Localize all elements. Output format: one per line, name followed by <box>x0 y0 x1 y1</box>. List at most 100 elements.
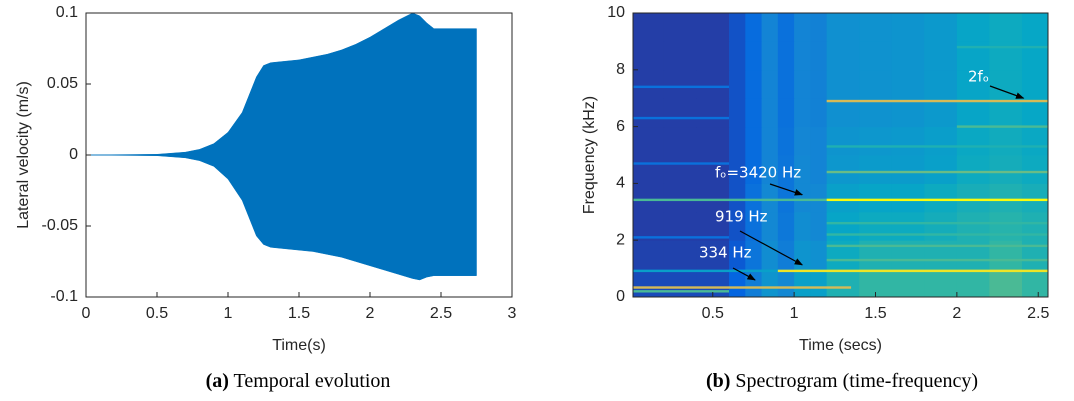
harmonic-line <box>633 116 730 120</box>
heatmap-cell <box>777 268 795 298</box>
heatmap-cell <box>794 240 811 270</box>
heatmap-cell <box>777 98 795 128</box>
y-tick-label: 0 <box>69 146 78 163</box>
annotation-arrow <box>732 267 756 281</box>
harmonic-line <box>777 269 1048 273</box>
heatmap-cell <box>777 41 795 71</box>
annotation-arrow <box>739 230 803 266</box>
harmonic-line <box>826 170 1048 174</box>
heatmap-cell <box>859 41 893 71</box>
heatmap-cell <box>989 98 1023 128</box>
heatmap-cell <box>663 98 697 128</box>
heatmap-cell <box>826 98 860 128</box>
caption-text: Spectrogram (time-frequency) <box>735 370 978 392</box>
heatmap-cell <box>794 183 811 213</box>
heatmap-cell <box>663 126 697 156</box>
heatmap-cell <box>810 240 828 270</box>
heatmap-cell <box>777 126 795 156</box>
heatmap-cell <box>696 183 730 213</box>
x-tick-label: 0 <box>82 305 91 322</box>
envelope-area <box>85 12 477 156</box>
heatmap-cell <box>745 126 763 156</box>
heatmap-cell <box>956 240 990 270</box>
annotation-arrow <box>769 183 804 196</box>
heatmap-cell <box>826 13 860 42</box>
annotation: 2fₒ <box>968 68 989 86</box>
heatmap-cell <box>696 240 730 270</box>
x-axis-label: Time (secs) <box>799 337 882 354</box>
heatmap-cell <box>633 155 665 184</box>
y-axis-label: Lateral velocity (m/s) <box>15 81 32 229</box>
heatmap-cell <box>924 268 958 298</box>
heatmap-cell <box>989 240 1023 270</box>
heatmap-cell <box>826 240 860 270</box>
y-tick-label: 6 <box>616 118 625 135</box>
caption-label: (b) <box>706 370 730 392</box>
heatmap-cell <box>794 268 811 298</box>
heatmap-cell <box>956 183 990 213</box>
heatmap-cell <box>729 240 746 270</box>
harmonic-line <box>826 258 1048 262</box>
heatmap-cell <box>1021 13 1049 42</box>
heatmap-cell <box>956 41 990 71</box>
heatmap-cell <box>826 69 860 99</box>
heatmap-cell <box>810 69 828 99</box>
heatmap-cell <box>810 183 828 213</box>
heatmap-cell <box>761 268 779 298</box>
heatmap-cell <box>729 98 746 128</box>
heatmap-cell <box>859 211 893 241</box>
heatmap-cell <box>777 240 795 270</box>
heatmap-cell <box>1021 268 1049 298</box>
heatmap-cell <box>633 240 665 270</box>
heatmap-cell <box>729 155 746 184</box>
heatmap-cell <box>826 183 860 213</box>
heatmap-cell <box>924 98 958 128</box>
heatmap-cell <box>859 183 893 213</box>
harmonic-line <box>633 286 852 289</box>
heatmap-cell <box>761 211 779 241</box>
heatmap-cell <box>1021 41 1049 71</box>
heatmap-cell <box>761 126 779 156</box>
harmonic-line <box>826 244 1048 248</box>
harmonic-line <box>956 125 1048 128</box>
heatmap-cell <box>891 211 925 241</box>
heatmap-cell <box>745 155 763 184</box>
y-axis-label: Frequency (kHz) <box>581 96 598 214</box>
heatmap-cell <box>859 13 893 42</box>
heatmap-cell <box>761 240 779 270</box>
heatmap-cell <box>633 126 665 156</box>
heatmap-cell <box>1021 211 1049 241</box>
heatmap-cell <box>989 155 1023 184</box>
heatmap-cell <box>745 69 763 99</box>
heatmap-cell <box>745 98 763 128</box>
heatmap-cell <box>1021 183 1049 213</box>
heatmap-cell <box>891 155 925 184</box>
heatmap-cell <box>729 41 746 71</box>
heatmap-cell <box>891 98 925 128</box>
y-tick-label: -0.1 <box>50 288 78 305</box>
harmonic-line <box>826 233 1048 236</box>
heatmap-cell <box>729 183 746 213</box>
heatmap-cell <box>794 155 811 184</box>
heatmap-cell <box>989 41 1023 71</box>
heatmap-cell <box>633 98 665 128</box>
heatmap-cell <box>891 183 925 213</box>
harmonic-line <box>633 198 827 202</box>
annotation: 334 Hz <box>699 244 752 262</box>
y-tick-label: 0.05 <box>47 75 78 92</box>
heatmap-cell <box>794 69 811 99</box>
y-tick-label: 8 <box>616 61 625 78</box>
heatmap-cell <box>891 41 925 71</box>
heatmap-cell <box>696 69 730 99</box>
heatmap-cell <box>859 126 893 156</box>
x-tick-label: 2.5 <box>1027 305 1049 322</box>
axes-box <box>632 12 1049 298</box>
heatmap-cell <box>633 13 665 42</box>
harmonic-line <box>633 236 730 239</box>
harmonic-line <box>633 162 730 165</box>
harmonic-line <box>956 45 1048 49</box>
annotation-arrow <box>989 85 1025 99</box>
heatmap-cell <box>729 69 746 99</box>
heatmap-cell <box>956 268 990 298</box>
heatmap-cell <box>794 126 811 156</box>
